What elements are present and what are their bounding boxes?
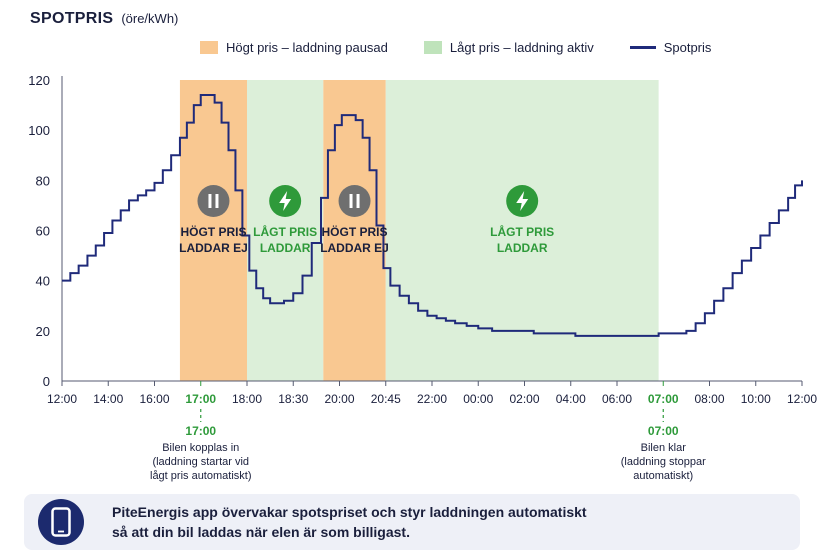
band-label-high: HÖGT PRIS: [322, 224, 388, 239]
x-tick-label: 17:00: [185, 392, 216, 406]
x-tick-label: 20:45: [371, 392, 401, 406]
legend-swatch-low: [423, 41, 442, 54]
y-tick-label: 80: [36, 173, 50, 188]
legend-swatch-line: [629, 46, 656, 49]
x-tick-label: 14:00: [93, 392, 123, 406]
y-tick-label: 120: [28, 73, 50, 88]
x-tick-label: 06:00: [602, 392, 632, 406]
band-low-1: [247, 80, 324, 381]
y-tick-label: 100: [28, 123, 50, 138]
bolt-shape: [516, 191, 529, 211]
y-tick-label: 60: [36, 224, 50, 239]
legend-label-high: Högt pris – laddning pausad: [226, 40, 388, 55]
legend-item-high: Högt pris – laddning pausad: [200, 40, 388, 55]
legend: Högt pris – laddning pausad Lågt pris – …: [200, 40, 747, 55]
bolt-shape: [279, 191, 292, 211]
footer-text: PiteEnergis app övervakar spotspriset oc…: [112, 502, 587, 542]
y-tick-label: 20: [36, 324, 50, 339]
annotation-text: Bilen kopplas in: [162, 442, 239, 454]
y-tick-label: 40: [36, 274, 50, 289]
band-label-high: LADDAR EJ: [179, 241, 248, 255]
x-tick-label: 12:00: [787, 392, 817, 406]
band-label-low: LADDAR: [260, 241, 311, 255]
legend-label-spotpris: Spotpris: [663, 40, 712, 55]
band-label-low: LADDAR: [497, 241, 548, 255]
annotation-text: automatiskt): [633, 470, 693, 482]
footer-line-1: PiteEnergis app övervakar spotspriset oc…: [112, 504, 587, 520]
x-tick-label: 20:00: [324, 392, 354, 406]
spotpris-line: [62, 94, 803, 337]
pause-bar-left: [349, 194, 353, 208]
legend-item-low: Lågt pris – laddning aktiv: [423, 40, 594, 55]
x-tick-label: 04:00: [556, 392, 586, 406]
annotation-time: 17:00: [185, 424, 216, 438]
chart-header: SPOTPRIS (öre/kWh): [30, 10, 178, 28]
band-label-low: LÅGT PRIS: [253, 224, 317, 239]
band-high-2: [323, 80, 386, 381]
pause-bar-left: [208, 194, 212, 208]
band-label-high: LADDAR EJ: [320, 241, 389, 255]
band-label-high: HÖGT PRIS: [180, 224, 246, 239]
chart-unit: (öre/kWh): [121, 11, 179, 26]
x-tick-label: 12:00: [47, 392, 77, 406]
band-high-0: [179, 80, 247, 381]
legend-item-spotpris: Spotpris: [629, 40, 712, 55]
annotation-text: (laddning stoppar: [621, 456, 706, 468]
chart-plot: 0 20 40 60 80 100 120 12:00 14:00 16:00 17:00 18:00…: [28, 73, 817, 482]
x-tick-label: 08:00: [694, 392, 724, 406]
x-tick-label: 07:00: [648, 392, 679, 406]
footer-line-2: så att din bil laddas när elen är som bi…: [112, 524, 410, 540]
x-tick-label: 10:00: [741, 392, 771, 406]
y-tick-label: 0: [43, 374, 50, 389]
pause-icon: [338, 185, 371, 217]
pause-bar-right: [215, 194, 219, 208]
legend-swatch-high: [200, 41, 218, 54]
x-tick-label: 00:00: [463, 392, 493, 406]
pause-icon: [197, 185, 230, 217]
x-tick-label: 22:00: [417, 392, 447, 406]
x-tick-label: 16:00: [139, 392, 169, 406]
annotation-text: Bilen klar: [641, 442, 687, 454]
band-label-low: LÅGT PRIS: [490, 224, 554, 239]
info-footer: PiteEnergis app övervakar spotspriset oc…: [24, 494, 800, 550]
chart-title: SPOTPRIS: [30, 10, 114, 27]
annotation-text: lågt pris automatiskt): [150, 470, 251, 482]
pause-bar-right: [356, 194, 360, 208]
x-tick-label: 18:30: [278, 392, 308, 406]
annotation-text: (laddning startar vid: [152, 456, 249, 468]
x-tick-label: 02:00: [509, 392, 539, 406]
legend-label-low: Lågt pris – laddning aktiv: [449, 40, 594, 55]
x-tick-label: 18:00: [232, 392, 262, 406]
phone-icon: [38, 499, 84, 545]
annotation-time: 07:00: [648, 424, 679, 438]
